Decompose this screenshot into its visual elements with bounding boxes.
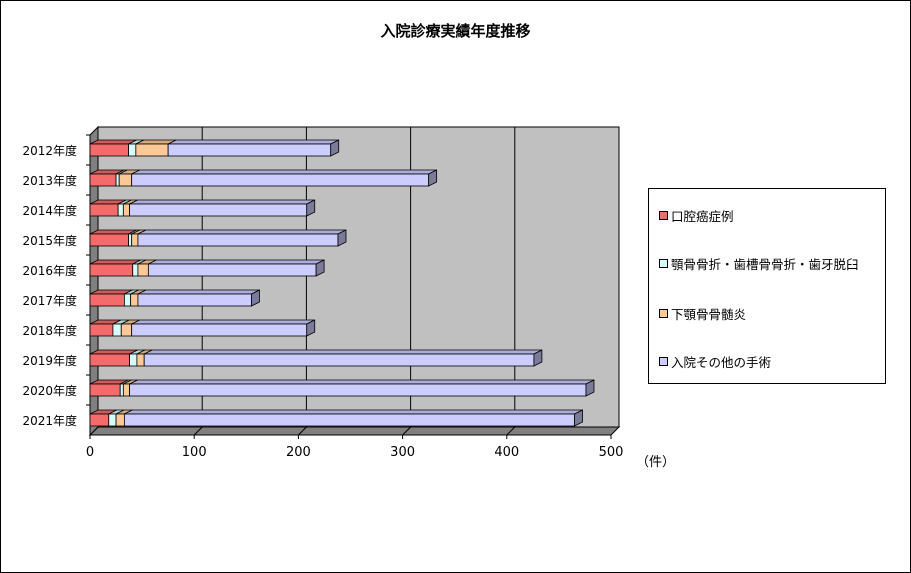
y-tick-label: 2015年度 [22, 233, 77, 248]
bar-segment [89, 353, 130, 367]
bar-segment [117, 203, 124, 217]
bar-segment [128, 233, 133, 247]
bar-segment [130, 293, 139, 307]
bar-segment [118, 173, 133, 187]
bar-segment [115, 173, 120, 187]
bar-end-face [428, 169, 438, 187]
y-tick-label: 2013年度 [22, 173, 77, 188]
y-tick-label: 2017年度 [22, 293, 77, 308]
x-gridline-floor [402, 426, 411, 436]
bar-segment [131, 173, 430, 187]
bar-end-face [533, 349, 543, 367]
y-tick-label: 2021年度 [22, 413, 77, 428]
bar-segment [143, 353, 535, 367]
x-gridline-floor [298, 426, 307, 436]
bar-segment [122, 383, 130, 397]
bar-segment [137, 233, 339, 247]
bar-segment-top [137, 229, 347, 235]
bar-segment [89, 323, 114, 337]
bar-segment-top [129, 199, 315, 205]
bar-segment-top [137, 289, 260, 295]
bar-segment [132, 263, 139, 277]
bar-segment-top [148, 259, 325, 265]
bar-segment [120, 323, 133, 337]
bar-segment [89, 233, 129, 247]
bar-segment-top [167, 139, 339, 145]
y-tick-label: 2019年度 [22, 353, 77, 368]
x-tick-label: 300 [390, 445, 415, 460]
bar-segment [89, 173, 117, 187]
bar-segment [123, 413, 575, 427]
x-tick-label: 400 [494, 445, 519, 460]
legend: 口腔癌症例 顎骨骨折・歯槽骨骨折・歯牙脱臼 下顎骨骨髄炎 入院その他の手術 [648, 188, 886, 384]
bar-end-face [574, 409, 583, 427]
bar-segment [89, 143, 129, 157]
y-tick-label: 2012年度 [22, 143, 77, 158]
bar-segment [108, 413, 117, 427]
bar-segment [89, 203, 119, 217]
x-axis-unit: （件） [636, 455, 676, 470]
bar-segment [89, 293, 125, 307]
legend-item: 口腔癌症例 [659, 206, 734, 225]
x-tick-label: 500 [599, 445, 624, 460]
x-tick-label: 200 [286, 445, 311, 460]
x-tick-label: 100 [182, 445, 207, 460]
bar-end-face [330, 139, 340, 157]
bar-segment [136, 353, 145, 367]
bar-segment [122, 203, 130, 217]
bar-segment-top [131, 319, 315, 325]
bar-end-face [251, 289, 260, 307]
bar-segment [129, 353, 138, 367]
bar-segment [167, 143, 332, 157]
legend-label: 口腔癌症例 [671, 209, 734, 224]
legend-swatch [659, 357, 668, 366]
chart-title: 入院診療実績年度推移 [380, 22, 531, 40]
bar-segment [129, 383, 587, 397]
bar-segment [115, 413, 125, 427]
x-tick-label: 0 [86, 445, 94, 460]
bar-segment [89, 383, 121, 397]
bar-segment [123, 293, 132, 307]
x-gridline-floor [193, 426, 203, 436]
bar-segment [147, 263, 317, 277]
bar-segment [119, 383, 124, 397]
bar-segment-top [131, 169, 437, 175]
legend-item: 入院その他の手術 [659, 352, 771, 371]
bar-segment [89, 413, 110, 427]
x-gridline-floor [506, 426, 516, 436]
bar-segment [89, 263, 134, 277]
legend-label: 入院その他の手術 [671, 355, 772, 370]
bar-end-face [306, 319, 316, 337]
bar-segment [131, 233, 139, 247]
bar-segment-top [144, 349, 543, 355]
bar-segment [112, 323, 122, 337]
legend-label: 顎骨骨折・歯槽骨骨折・歯牙脱臼 [671, 257, 859, 272]
y-tick-label: 2016年度 [22, 263, 77, 278]
bar-segment [135, 143, 169, 157]
bar-segment [131, 323, 308, 337]
y-tick-label: 2014年度 [22, 203, 77, 218]
y-tick-label: 2018年度 [22, 323, 77, 338]
bar-end-face [306, 199, 316, 217]
bar-segment-top [124, 409, 583, 415]
bar-end-face [315, 259, 325, 277]
bar-segment [129, 203, 308, 217]
legend-swatch [659, 259, 668, 268]
legend-item: 顎骨骨折・歯槽骨骨折・歯牙脱臼 [659, 254, 859, 273]
bar-end-face [337, 229, 347, 247]
y-tick-label: 2020年度 [22, 383, 77, 398]
bar-segment-top [129, 379, 595, 385]
bar-segment [137, 293, 252, 307]
legend-swatch [659, 309, 668, 318]
plot-floor [88, 426, 621, 436]
bar-segment [128, 143, 137, 157]
legend-item: 下顎骨骨髄炎 [659, 304, 746, 323]
legend-swatch [659, 211, 668, 220]
legend-label: 下顎骨骨髄炎 [671, 307, 747, 322]
bar-segment [137, 263, 149, 277]
bar-end-face [585, 379, 595, 397]
